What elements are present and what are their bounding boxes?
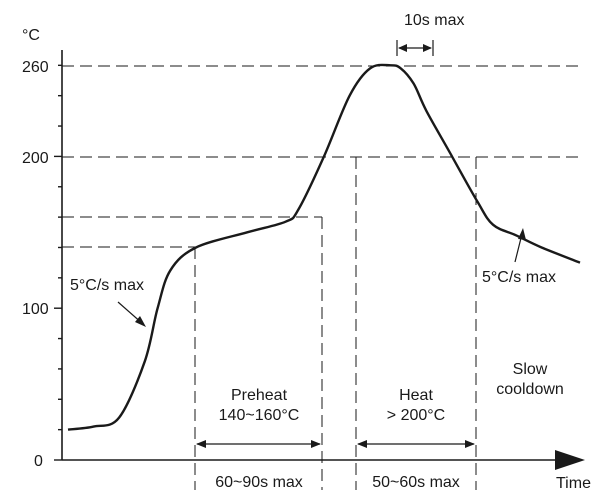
preheat-time-label: 60~90s max (215, 474, 303, 491)
heat-time-arrow-left-icon (357, 440, 367, 448)
cooldown-label-line1: Slow (513, 361, 548, 378)
y-tick-label-200: 200 (22, 150, 49, 167)
preheat-time-arrow-right-icon (311, 440, 321, 448)
peak-hold-arrow-left-icon (398, 44, 407, 52)
y-tick-label-260: 260 (22, 59, 49, 76)
y-tick-label-0: 0 (34, 453, 43, 470)
preheat-time-arrow-left-icon (196, 440, 206, 448)
y-tick-label-100: 100 (22, 301, 49, 318)
heat-label-line1: Heat (399, 387, 433, 404)
preheat-label-line1: Preheat (231, 387, 288, 404)
peak-hold-label: 10s max (404, 12, 464, 29)
y-axis-unit-label: °C (22, 27, 40, 44)
ramp-up-label: 5°C/s max (70, 277, 144, 294)
ramp-up-arrow-icon (135, 316, 146, 327)
heat-time-arrow-right-icon (465, 440, 475, 448)
ramp-down-arrow-icon (518, 228, 526, 240)
reflow-temperature-curve (67, 63, 581, 431)
y-axis-minor-ticks (54, 64, 62, 461)
x-axis-label: Time (556, 475, 591, 492)
peak-hold-arrow-right-icon (423, 44, 432, 52)
heat-label-line2: > 200°C (387, 407, 445, 424)
cooldown-label-line2: cooldown (496, 381, 564, 398)
x-axis-arrow-icon (555, 450, 585, 470)
preheat-label-line2: 140~160°C (219, 407, 300, 424)
ramp-down-label: 5°C/s max (482, 269, 556, 286)
heat-time-label: 50~60s max (372, 474, 460, 491)
